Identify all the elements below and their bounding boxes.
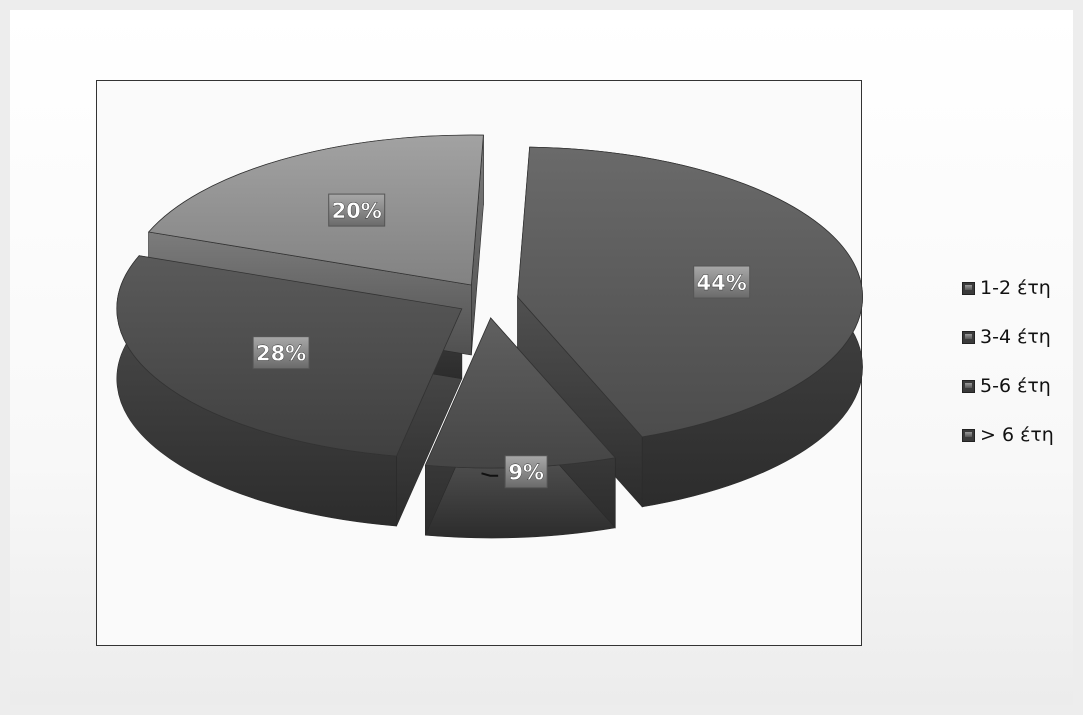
slice-tops <box>116 134 863 469</box>
data-label-text: 44% <box>697 271 747 295</box>
data-label-box <box>328 193 386 227</box>
data-label-box <box>693 265 751 299</box>
legend-item-over-6-years: > 6 έτη <box>962 423 1077 447</box>
data-label-box <box>252 336 310 370</box>
data-label-box <box>504 455 548 489</box>
legend-label: 1-2 έτη <box>980 277 1051 299</box>
data-label-text: 9% <box>508 461 544 485</box>
legend-item-3-4-years: 3-4 έτη <box>962 325 1077 349</box>
data-label-text: 28% <box>256 342 306 366</box>
legend-label: 5-6 έτη <box>980 375 1051 397</box>
data-labels: 44% 9% 28% 20% <box>252 193 751 489</box>
data-label-0: 44% <box>693 265 751 299</box>
slice-1-2-top <box>517 146 863 438</box>
data-label-1: 9% <box>504 455 548 489</box>
legend-swatch-icon <box>962 330 975 344</box>
data-label-3: 20% <box>328 193 386 227</box>
slice-6-top <box>147 134 484 286</box>
legend-swatch-icon <box>962 428 975 442</box>
data-label-2: 28% <box>252 336 310 370</box>
leader-line <box>481 472 499 477</box>
legend-swatch-icon <box>962 379 975 393</box>
legend-item-1-2-years: 1-2 έτη <box>962 276 1077 300</box>
legend-label: > 6 έτη <box>980 424 1054 446</box>
leader-lines <box>481 472 499 477</box>
legend: 1-2 έτη 3-4 έτη 5-6 έτη > 6 έτη <box>962 276 1077 472</box>
legend-item-5-6-years: 5-6 έτη <box>962 374 1077 398</box>
data-label-text: 20% <box>332 199 382 223</box>
legend-swatch-icon <box>962 281 975 295</box>
legend-label: 3-4 έτη <box>980 326 1051 348</box>
